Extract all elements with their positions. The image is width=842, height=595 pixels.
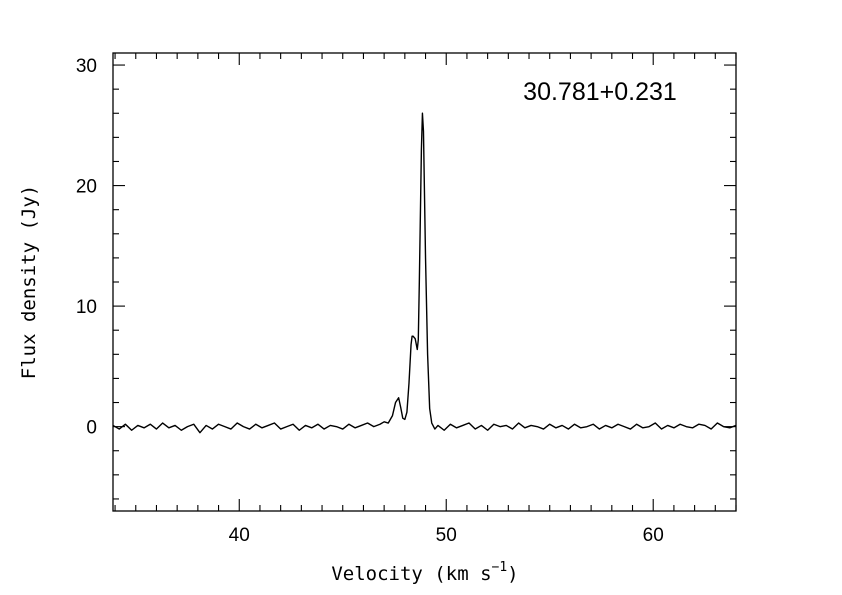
plot-frame — [112, 52, 737, 512]
y-tick-label: 20 — [76, 177, 97, 198]
tick-labels: 40 50 60 0 10 20 30 — [76, 56, 664, 546]
y-tick-label: 10 — [76, 297, 97, 318]
source-annotation: 30.781+0.231 — [523, 78, 677, 106]
x-tick-label: 60 — [643, 525, 664, 546]
axis-ticks — [113, 53, 737, 511]
x-axis-label: Velocity (km s−1) — [331, 560, 518, 585]
y-tick-label: 30 — [76, 56, 97, 77]
y-axis-label: Flux density (Jy) — [18, 185, 40, 379]
spectrum-line — [112, 112, 737, 434]
x-tick-label: 40 — [229, 525, 250, 546]
y-tick-label: 0 — [86, 418, 97, 439]
x-tick-label: 50 — [436, 525, 457, 546]
